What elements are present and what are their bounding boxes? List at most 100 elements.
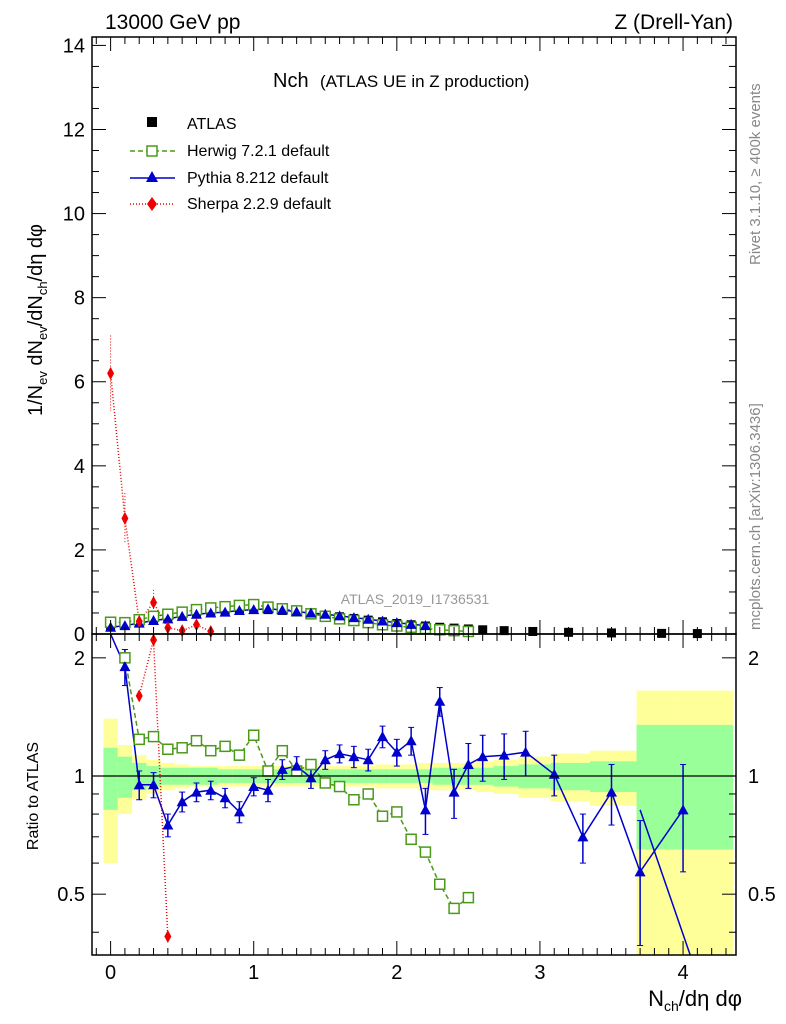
ratio-inner-band — [103, 747, 118, 810]
herwig-ratio-point — [462, 891, 475, 904]
ratio-inner-band — [117, 756, 133, 798]
herwig-ratio-point — [262, 765, 274, 777]
sherpa-main-line — [109, 373, 212, 633]
ratio-inner-band — [636, 724, 680, 850]
pythia-ratio-point — [248, 781, 260, 792]
main-ylabel: 1/Nev dNev/dNch/dη dφ — [25, 224, 50, 416]
legend-marker-atlas — [147, 117, 157, 127]
sherpa-main-point — [121, 511, 129, 525]
ratio-xtick-label: 0 — [105, 962, 116, 984]
pythia-main-point — [219, 606, 231, 617]
main-ytick-label: 2 — [74, 540, 85, 562]
herwig-ratio-point — [333, 780, 346, 793]
header-left: 13000 GeV pp — [105, 11, 240, 34]
pythia-main-point — [262, 603, 274, 614]
legend-marker-sherpa — [147, 197, 157, 211]
atlas-main-point — [528, 626, 538, 636]
pythia-ratio-point — [162, 819, 174, 830]
pythia-ratio-tail — [639, 809, 691, 956]
rivet-label: Rivet 3.1.10, ≥ 400k events — [747, 83, 764, 265]
pythia-main-point — [233, 604, 245, 615]
pythia-ratio-point — [219, 792, 231, 803]
herwig-ratio-point — [305, 758, 317, 771]
ratio-ytick-label-right: 1 — [748, 766, 759, 788]
legend-marker-herwig — [146, 145, 158, 157]
pythia-ratio-point — [305, 772, 317, 783]
svg-text:1/Nev dNev/dNch/dη dφ: 1/Nev dNev/dNch/dη dφ — [25, 224, 50, 416]
pythia-ratio-point — [262, 784, 274, 795]
legend-label-pythia: Pythia 8.212 default — [187, 170, 329, 187]
ratio-ytick-label-right: 0.5 — [748, 884, 776, 906]
main-plot-series — [104, 335, 702, 639]
ratio-plot-series — [92, 633, 736, 956]
uncertainty-bands — [103, 690, 734, 955]
pythia-main-point — [291, 606, 303, 617]
pythia-main-point — [162, 613, 174, 624]
sherpa-main-point — [150, 595, 158, 609]
herwig-ratio-point — [247, 729, 260, 742]
sherpa-ratio-point — [135, 689, 143, 703]
pythia-ratio-point — [462, 758, 474, 769]
pythia-main-point — [148, 615, 160, 626]
pythia-ratio-point — [677, 804, 689, 815]
main-ytick-label: 6 — [74, 372, 85, 394]
pythia-ratio-point — [377, 731, 389, 742]
pythia-ratio-point — [391, 746, 403, 757]
herwig-ratio-point — [276, 744, 289, 757]
herwig-ratio-point — [219, 740, 231, 753]
herwig-ratio-point — [190, 734, 203, 747]
ratio-ytick-label-right: 2 — [748, 648, 759, 670]
ratio-xtick-label: 2 — [391, 962, 402, 984]
sherpa-ratio-point — [164, 930, 172, 944]
ratio-xtick-label: 1 — [248, 962, 259, 984]
pythia-main-point — [319, 608, 331, 619]
pythia-ratio-point — [434, 695, 446, 706]
pythia-ratio-point — [233, 806, 245, 817]
sherpa-main-point — [192, 618, 200, 632]
plot-title: Nch — [273, 70, 309, 92]
pythia-ratio-point — [419, 804, 431, 815]
herwig-ratio-point — [319, 777, 332, 789]
herwig-ratio-point — [348, 794, 360, 806]
pythia-ratio-point — [405, 735, 417, 746]
ratio-frame — [91, 633, 737, 956]
pythia-ratio-point — [119, 661, 131, 672]
header-right: Z (Drell-Yan) — [614, 11, 733, 34]
ratio-ytick-label-left: 1 — [74, 766, 85, 788]
legend: ATLAS Herwig 7.2.1 default Pythia 8.212 … — [130, 116, 332, 213]
pythia-ratio-point — [477, 751, 489, 762]
main-ytick-label: 0 — [74, 624, 85, 646]
plot-subtitle: (ATLAS UE in Z production) — [320, 72, 529, 91]
pythia-main-point — [190, 608, 202, 619]
pythia-main-point — [119, 620, 131, 631]
herwig-ratio-point — [419, 846, 432, 858]
herwig-ratio-point — [434, 878, 446, 891]
ratio-xtick-label: 3 — [534, 962, 545, 984]
pythia-ratio-line — [109, 633, 684, 874]
xlabel: Nch/dη dφ — [648, 986, 742, 1014]
pythia-ratio-point — [334, 748, 346, 759]
pythia-ratio-point — [176, 796, 188, 807]
pythia-ratio-point — [319, 754, 331, 765]
legend-marker-pythia — [146, 171, 158, 182]
ratio-ytick-label-left: 2 — [74, 648, 85, 670]
pythia-main-point — [248, 604, 260, 615]
main-ytick-label: 10 — [63, 204, 85, 226]
main-ytick-label: 14 — [63, 35, 85, 57]
herwig-ratio-point — [362, 788, 374, 800]
pythia-main-point — [348, 612, 360, 623]
pythia-ratio-point — [362, 754, 374, 765]
main-ytick-label: 8 — [74, 288, 85, 310]
legend-label-atlas: ATLAS — [187, 116, 237, 133]
herwig-ratio-point — [448, 902, 460, 915]
pythia-ratio-point — [148, 779, 160, 790]
legend-label-sherpa: Sherpa 2.2.9 default — [187, 196, 332, 213]
ratio-xtick-label: 4 — [677, 962, 688, 984]
pythia-ratio-point — [205, 784, 217, 795]
ratio-ytick-label-left: 0.5 — [57, 884, 85, 906]
herwig-ratio-point — [133, 733, 145, 746]
pythia-main-point — [377, 615, 389, 626]
herwig-ratio-point — [205, 744, 217, 757]
pythia-main-point — [362, 613, 374, 624]
